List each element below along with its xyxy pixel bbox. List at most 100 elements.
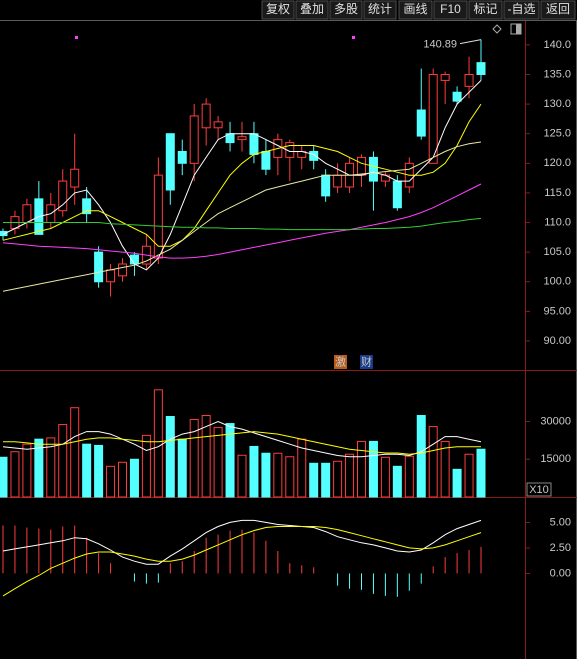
y-tick-label: 100.0 (543, 276, 571, 288)
y-tick-label: 125.0 (543, 128, 571, 140)
toolbar-button-label[interactable]: 统计 (368, 2, 392, 16)
toolbar-button[interactable] (261, 0, 295, 20)
volume-bar (225, 423, 235, 498)
volume-bar (0, 456, 8, 498)
badge[interactable] (360, 355, 373, 369)
candle-body (0, 230, 8, 237)
marker-dot (352, 36, 355, 39)
volume-bar (58, 424, 68, 498)
volume-bar (189, 419, 199, 498)
volume-bar (177, 438, 187, 498)
volume-bar (165, 416, 175, 498)
volume-bar (392, 465, 402, 498)
y-tick-label: 115.0 (544, 187, 571, 199)
candle-body (237, 136, 247, 141)
candle-body (82, 198, 92, 215)
volume-bar (368, 440, 378, 498)
ma-line (2, 103, 482, 247)
ma-line (3, 431, 481, 455)
candle-body (464, 73, 474, 87)
y-tick-label: 95.00 (543, 305, 571, 317)
y-tick-label: 120.0 (543, 157, 571, 169)
y-tick-label: 15000 (540, 453, 571, 465)
volume-bar (285, 456, 295, 498)
y-tick-label: 135.0 (543, 68, 571, 80)
ma-line (2, 80, 482, 271)
toolbar-button-label[interactable]: 叠加 (300, 2, 324, 16)
y-tick-label: 130.0 (543, 98, 571, 110)
toolbar: 复权 叠加 多股 统计 画线 F10 标记 -自选 返回 (261, 0, 576, 20)
volume-bar (380, 456, 390, 498)
y-tick-label: 2.50 (550, 542, 571, 554)
volume-bar (237, 454, 247, 498)
volume-bar (106, 465, 116, 498)
candle-body (428, 73, 438, 164)
y-tick-label: 105.0 (543, 246, 571, 258)
y-tick-label: 110.0 (544, 216, 571, 228)
toolbar-button-label[interactable]: 画线 (403, 2, 427, 16)
ma-line (2, 141, 482, 292)
candle-body (476, 62, 486, 75)
toolbar-button[interactable] (363, 0, 397, 20)
toolbar-button[interactable] (295, 0, 329, 20)
volume-bar (34, 438, 44, 498)
candle-body (333, 174, 343, 188)
candle-body (368, 156, 378, 182)
volume-bar (261, 452, 271, 498)
volume-bar (416, 415, 426, 498)
candle-body (22, 204, 32, 224)
ma-line (2, 519, 482, 565)
volume-bar (333, 460, 343, 498)
y-tick-label: 90.00 (543, 335, 571, 347)
candle-body (106, 269, 116, 283)
volume-bar (141, 434, 151, 498)
toolbar-button[interactable] (329, 0, 363, 20)
volume-bar (345, 453, 355, 498)
volume-bar (94, 444, 104, 498)
toolbar-button[interactable] (398, 0, 433, 20)
toolbar-button-label[interactable]: 标记 (473, 2, 497, 16)
toolbar-button-label[interactable]: -自选 (508, 2, 536, 16)
ma-line (3, 217, 482, 231)
ma-line (2, 526, 482, 597)
toolbar-button[interactable] (540, 0, 576, 20)
candle-body (440, 73, 450, 81)
toolbar-button-label[interactable]: 多股 (334, 2, 358, 16)
volume-bar (153, 389, 163, 498)
volume-bar (249, 445, 259, 498)
volume-bar (404, 455, 414, 498)
volume-bar (452, 468, 462, 498)
diamond-icon[interactable] (492, 24, 502, 34)
unit-box (526, 482, 552, 497)
y-tick-label: 140.0 (543, 39, 571, 51)
toolbar-button[interactable] (468, 0, 503, 20)
candle-body (189, 115, 199, 164)
badge-label[interactable]: 财 (361, 354, 372, 368)
candle-body (213, 121, 223, 129)
toolbar-button-label[interactable]: 返回 (546, 2, 570, 16)
candle-body (118, 263, 127, 277)
candle-body (416, 109, 426, 137)
candle-body (452, 91, 462, 102)
toolbar-button[interactable] (433, 0, 468, 20)
toolbar-button[interactable] (503, 0, 540, 20)
candle-body (70, 168, 80, 188)
candle-body (357, 156, 366, 176)
volume-bar (46, 437, 56, 498)
volume-bar (10, 451, 20, 498)
volume-bar (70, 407, 80, 498)
volume-bar (357, 440, 366, 498)
volume-bar (321, 462, 331, 498)
volume-bar (273, 452, 283, 498)
volume-bar (82, 443, 92, 498)
toolbar-button-label[interactable]: 复权 (266, 2, 290, 16)
y-tick-label: 30000 (540, 415, 571, 427)
badge[interactable] (334, 355, 347, 369)
candle-body (58, 180, 68, 212)
badge-label[interactable]: 激 (335, 354, 346, 368)
candle-body (309, 150, 319, 161)
toolbar-button-label[interactable]: F10 (440, 2, 461, 16)
candle-body (165, 133, 175, 191)
